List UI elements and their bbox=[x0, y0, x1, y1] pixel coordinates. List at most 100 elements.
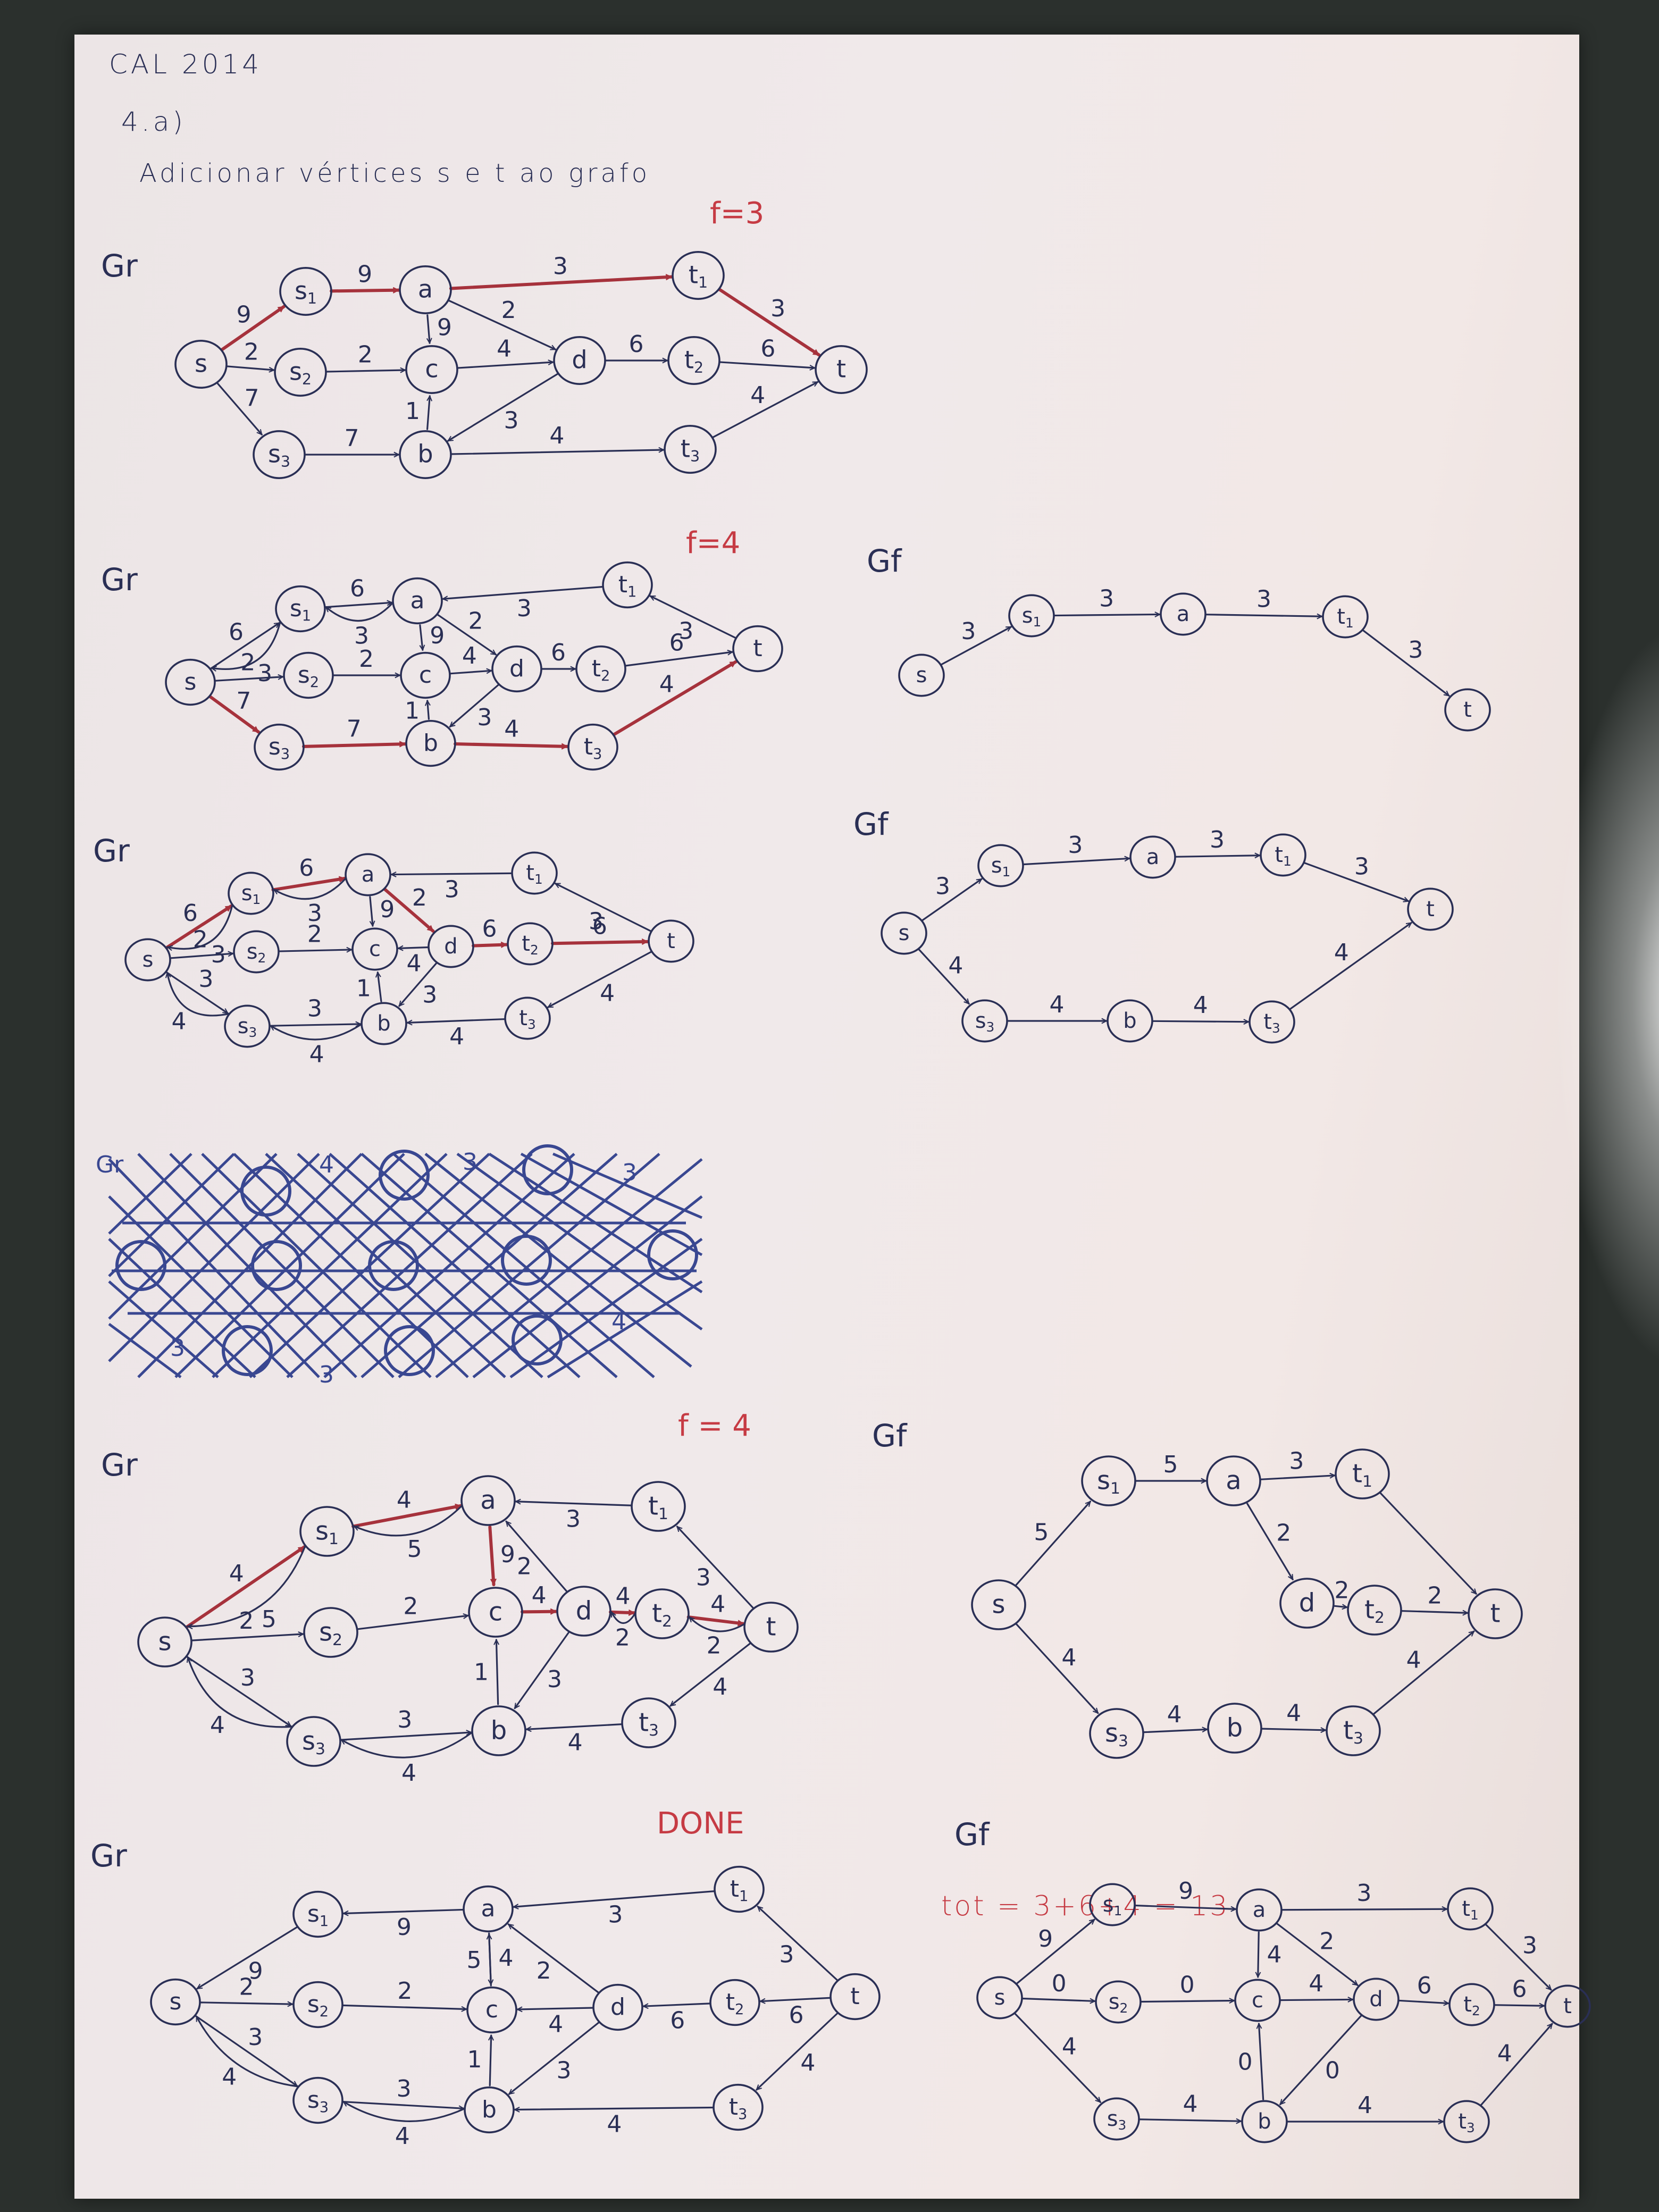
edge-weight: 3 bbox=[477, 704, 492, 731]
node-d bbox=[491, 645, 542, 693]
node-label-t: t bbox=[1426, 897, 1435, 921]
edge-weight: 4 bbox=[1406, 1646, 1421, 1673]
edge-c-d bbox=[456, 362, 554, 369]
node-label-a: a bbox=[1226, 1465, 1241, 1495]
edge-weight: 9 bbox=[500, 1541, 515, 1568]
node-label-s2: s2 bbox=[298, 661, 319, 691]
panel-label-gr4: Gr bbox=[101, 1447, 138, 1483]
edge-weight: 9 bbox=[1178, 1878, 1193, 1905]
node-label-c: c bbox=[425, 355, 438, 383]
edge-s1-s bbox=[197, 1926, 298, 1990]
edge-a-c bbox=[419, 624, 423, 651]
edge-b-s3 bbox=[343, 2101, 466, 2122]
node-a bbox=[463, 1885, 514, 1933]
node-a bbox=[399, 265, 452, 314]
edge-s1-a bbox=[271, 878, 347, 892]
node-t1 bbox=[1447, 1887, 1494, 1931]
edge-weight: 3 bbox=[1356, 1880, 1371, 1907]
node-label-s3: s3 bbox=[1105, 1718, 1128, 1750]
node-label-b: b bbox=[377, 1011, 390, 1036]
panel-label-gr2: Gr bbox=[101, 562, 138, 598]
edge-weight: 4 bbox=[1183, 2090, 1198, 2117]
edge-s-s3 bbox=[208, 695, 261, 734]
edge-s1-a bbox=[324, 602, 393, 608]
edge-t2-t bbox=[1400, 1611, 1469, 1613]
node-t3 bbox=[713, 2083, 764, 2131]
node-label-d: d bbox=[610, 1993, 625, 2021]
edge-t-t3 bbox=[548, 951, 652, 1008]
edge-weight: 4 bbox=[1193, 992, 1208, 1019]
node-t1 bbox=[1260, 833, 1306, 877]
node-t3 bbox=[504, 996, 551, 1040]
node-t bbox=[648, 919, 694, 963]
svg-text:3: 3 bbox=[170, 1335, 185, 1362]
flow-value-gr4: f = 4 bbox=[678, 1409, 751, 1443]
node-label-s2: s2 bbox=[289, 357, 312, 388]
edge-weight: 3 bbox=[1068, 832, 1083, 859]
node-s3 bbox=[254, 723, 305, 771]
edge-s-s3 bbox=[216, 382, 263, 434]
node-label-s1: s1 bbox=[241, 881, 261, 907]
edge-weight: 9 bbox=[357, 261, 372, 288]
edge-weight: 4 bbox=[1286, 1699, 1301, 1727]
node-label-c: c bbox=[1252, 1988, 1263, 2013]
edge-weight: 5 bbox=[1034, 1519, 1049, 1546]
edge-a-d bbox=[448, 299, 556, 350]
node-label-d: d bbox=[572, 346, 587, 374]
node-t bbox=[732, 625, 783, 673]
edge-weight: 4 bbox=[1050, 991, 1065, 1018]
edge-s-s3 bbox=[1016, 1623, 1099, 1713]
edge-weight: 3 bbox=[1210, 826, 1225, 853]
edge-weight: 4 bbox=[401, 1759, 416, 1787]
edge-weight: 4 bbox=[1267, 1941, 1282, 1968]
node-label-a: a bbox=[1253, 1898, 1266, 1922]
edge-weight: 6 bbox=[789, 2001, 803, 2029]
edge-t1-t bbox=[1485, 1924, 1552, 1991]
node-a bbox=[392, 577, 443, 625]
node-label-t2: t2 bbox=[652, 1598, 672, 1631]
node-b bbox=[399, 430, 452, 479]
edge-s2-c bbox=[325, 370, 406, 372]
edge-s2-c bbox=[278, 950, 353, 951]
edge-s-s1 bbox=[1015, 1502, 1092, 1586]
edge-weight: 3 bbox=[1408, 636, 1423, 664]
node-label-s: s bbox=[170, 1988, 182, 2015]
edge-d-a bbox=[508, 1923, 599, 1993]
node-label-t1: t1 bbox=[689, 261, 708, 291]
node-label-t2: t2 bbox=[592, 655, 610, 684]
node-label-t3: t3 bbox=[729, 2093, 748, 2123]
edge-d-t2 bbox=[1333, 1606, 1348, 1607]
edge-a-t1 bbox=[1259, 1476, 1336, 1480]
node-d bbox=[556, 1586, 611, 1637]
edge-s2-c bbox=[356, 1615, 469, 1630]
node-a bbox=[460, 1475, 516, 1526]
edge-weight: 3 bbox=[257, 660, 272, 687]
node-s bbox=[898, 653, 945, 697]
node-t2 bbox=[709, 1979, 760, 2026]
edge-d-t2 bbox=[471, 944, 509, 945]
node-label-s3: s3 bbox=[269, 733, 290, 763]
edge-s3-b bbox=[341, 2100, 465, 2109]
node-label-t3: t3 bbox=[1343, 1715, 1363, 1748]
edge-s-s1 bbox=[165, 904, 233, 950]
edge-a-c bbox=[1258, 1931, 1259, 1978]
edge-weight: 3 bbox=[556, 2057, 571, 2084]
edge-s-s1 bbox=[185, 1545, 306, 1629]
node-label-s: s bbox=[158, 1627, 171, 1656]
edge-t2-t bbox=[686, 1615, 745, 1624]
node-c bbox=[466, 1986, 517, 2034]
edge-weight: 3 bbox=[935, 873, 950, 900]
node-a bbox=[1129, 835, 1176, 879]
edge-weight: 9 bbox=[380, 896, 395, 923]
node-label-t: t bbox=[1490, 1598, 1501, 1628]
edge-weight: 6 bbox=[1512, 1975, 1527, 2002]
node-label-s3: s3 bbox=[1107, 2107, 1127, 2133]
node-s1 bbox=[1008, 594, 1055, 638]
edge-t3-b bbox=[525, 1723, 623, 1730]
edge-weight: 3 bbox=[961, 618, 976, 645]
node-label-s3: s3 bbox=[302, 1726, 325, 1758]
edge-s3-b bbox=[1142, 1729, 1208, 1733]
edge-weight: 1 bbox=[474, 1658, 489, 1686]
edge-s-s1 bbox=[921, 878, 981, 921]
